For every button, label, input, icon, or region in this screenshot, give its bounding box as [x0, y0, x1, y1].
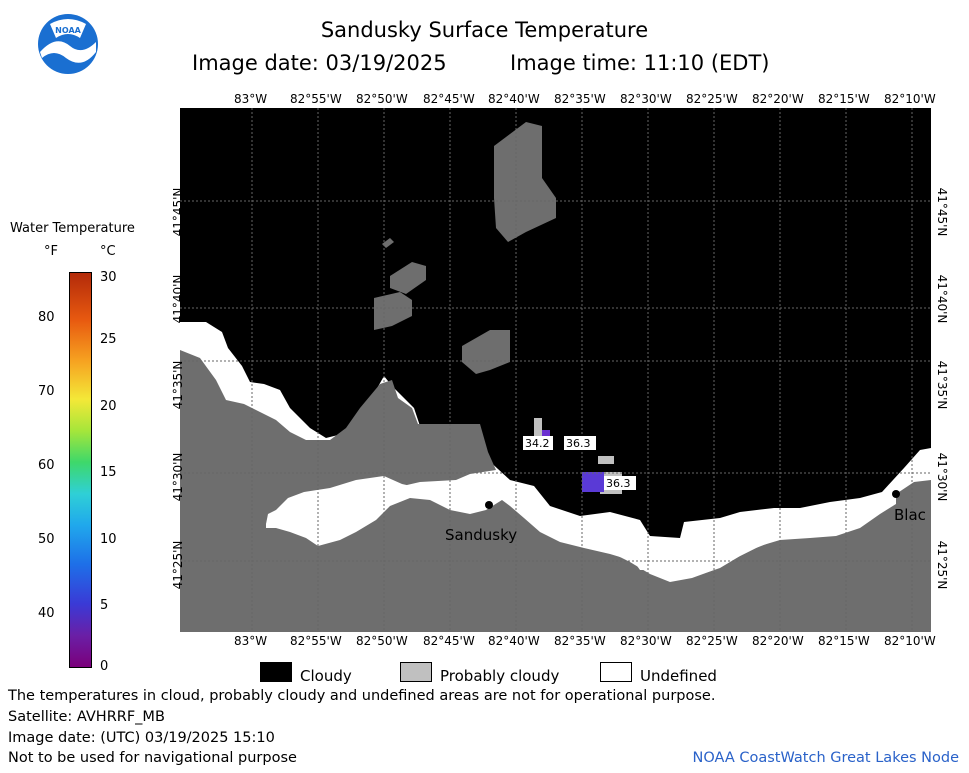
sandusky-label: Sandusky	[445, 526, 517, 544]
temp-label-1: 34.2	[525, 437, 550, 450]
longitude-label-top: 82°45'W	[423, 92, 475, 106]
legend-cloudy-swatch	[260, 662, 292, 682]
footer-credit: NOAA CoastWatch Great Lakes Node	[692, 750, 959, 766]
island-2	[390, 262, 426, 294]
sandusky-marker	[485, 501, 493, 509]
legend-probably-cloudy-swatch	[400, 662, 432, 682]
temp-label-3: 36.3	[606, 477, 631, 490]
fahrenheit-tick-label: 40	[38, 606, 55, 621]
longitude-label-top: 82°55'W	[290, 92, 342, 106]
latitude-label-right: 41°35'N	[935, 360, 949, 410]
legend-undefined-swatch	[600, 662, 632, 682]
longitude-label-bottom: 82°50'W	[356, 634, 408, 648]
latitude-label-right: 41°40'N	[935, 274, 949, 324]
celsius-tick-label: 20	[100, 399, 117, 414]
colorbar	[69, 272, 92, 668]
graticule	[180, 108, 931, 632]
latitude-label-right: 41°30'N	[935, 452, 949, 502]
colorbar-title: Water Temperature	[10, 221, 135, 236]
longitude-label-top: 82°50'W	[356, 92, 408, 106]
temperature-map: 34.2 36.3 36.3 Sandusky Blac	[180, 108, 931, 632]
longitude-label-top: 82°35'W	[554, 92, 606, 106]
longitude-label-bottom: 82°25'W	[686, 634, 738, 648]
longitude-label-bottom: 83°W	[234, 634, 268, 648]
legend-undefined-label: Undefined	[640, 667, 717, 685]
longitude-label-top: 82°15'W	[818, 92, 870, 106]
celsius-tick-label: 10	[100, 532, 117, 547]
bay-undefined	[266, 472, 896, 580]
probably-cloudy-patch	[598, 456, 614, 464]
fahrenheit-tick-label: 80	[38, 310, 55, 325]
image-date: Image date: 03/19/2025	[192, 51, 447, 75]
footer-utc-date: Image date: (UTC) 03/19/2025 15:10	[8, 730, 275, 746]
latitude-label-left: 41°25'N	[171, 540, 185, 590]
celsius-tick-label: 5	[100, 598, 109, 613]
fahrenheit-tick-label: 60	[38, 458, 55, 473]
footer-satellite: Satellite: AVHRRF_MB	[8, 709, 165, 725]
island-4	[462, 330, 510, 374]
celsius-tick-label: 25	[100, 332, 117, 347]
blac-label: Blac	[894, 506, 926, 524]
latitude-label-left: 41°40'N	[171, 274, 185, 324]
longitude-label-top: 82°30'W	[620, 92, 672, 106]
colorbar-unit-c: °C	[100, 244, 116, 259]
longitude-label-bottom: 82°30'W	[620, 634, 672, 648]
footer-disclaimer: The temperatures in cloud, probably clou…	[8, 688, 716, 704]
longitude-label-top: 82°40'W	[488, 92, 540, 106]
longitude-label-bottom: 82°20'W	[752, 634, 804, 648]
longitude-label-top: 83°W	[234, 92, 268, 106]
fahrenheit-tick-label: 50	[38, 532, 55, 547]
islet	[382, 238, 394, 248]
noaa-logo-text: NOAA	[55, 26, 81, 35]
land-area	[180, 350, 931, 632]
celsius-tick-label: 30	[100, 270, 117, 285]
water-temperature-pixel	[582, 472, 604, 492]
celsius-tick-label: 15	[100, 465, 117, 480]
latitude-label-left: 41°45'N	[171, 187, 185, 237]
latitude-label-right: 41°25'N	[935, 540, 949, 590]
latitude-label-left: 41°30'N	[171, 452, 185, 502]
fahrenheit-tick-label: 70	[38, 384, 55, 399]
legend-cloudy-label: Cloudy	[300, 667, 352, 685]
island-1	[494, 122, 556, 242]
footer-navigation-warning: Not to be used for navigational purpose	[8, 750, 297, 766]
latitude-label-left: 41°35'N	[171, 360, 185, 410]
colorbar-unit-f: °F	[44, 244, 58, 259]
longitude-label-top: 82°10'W	[884, 92, 936, 106]
celsius-tick-label: 0	[100, 659, 109, 674]
longitude-label-bottom: 82°45'W	[423, 634, 475, 648]
legend-probably-cloudy-label: Probably cloudy	[440, 667, 560, 685]
latitude-label-right: 41°45'N	[935, 187, 949, 237]
longitude-label-top: 82°20'W	[752, 92, 804, 106]
map-title: Sandusky Surface Temperature	[320, 18, 649, 42]
noaa-logo: NOAA	[37, 13, 99, 75]
longitude-label-bottom: 82°10'W	[884, 634, 936, 648]
longitude-label-bottom: 82°55'W	[290, 634, 342, 648]
longitude-label-bottom: 82°35'W	[554, 634, 606, 648]
longitude-label-bottom: 82°40'W	[488, 634, 540, 648]
longitude-label-top: 82°25'W	[686, 92, 738, 106]
image-time: Image time: 11:10 (EDT)	[510, 51, 770, 75]
temp-label-2: 36.3	[566, 437, 591, 450]
longitude-label-bottom: 82°15'W	[818, 634, 870, 648]
blac-marker	[892, 490, 900, 498]
probably-cloudy-patch	[534, 418, 542, 440]
